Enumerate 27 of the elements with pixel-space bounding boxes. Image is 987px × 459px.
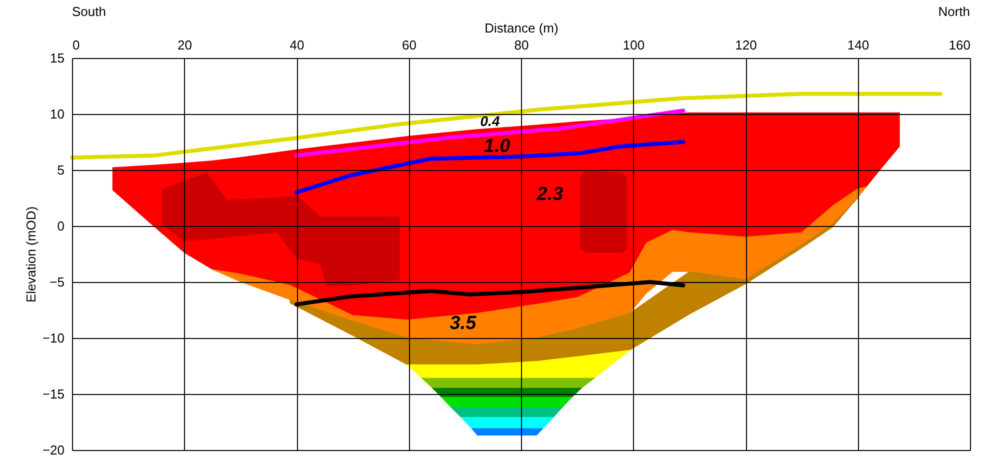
x-tick-label: 20 [178,38,192,52]
x-axis-title: Distance (m) [484,20,558,36]
annotation: 2.3 [536,184,564,205]
x-tick-label: 160 [948,38,970,52]
annotation: 1.0 [484,136,511,157]
y-axis-title: Elevation (mOD) [23,206,38,303]
y-tick-label: 5 [57,162,64,178]
annotation: 3.5 [450,313,477,334]
x-tick-label: 120 [735,38,757,52]
x-tick-label: 100 [622,38,645,52]
line-series [70,92,942,160]
y-tick-label: 0 [57,218,64,234]
y-tick-label: −15 [42,386,64,402]
x-tick-label: 140 [847,38,870,52]
text: South [72,4,106,19]
y-tick-label: −20 [42,442,64,458]
y-tick-label: 10 [50,106,64,122]
y-tick-label: −10 [42,330,64,346]
y-tick-label: −5 [50,274,64,290]
line-series [294,108,686,158]
x-tick-label: 40 [290,38,304,52]
y-tick-label: 15 [50,50,64,66]
x-tick-label: 80 [514,38,529,52]
text: North [938,4,970,19]
x-tick-label: 60 [402,38,416,52]
x-tick-label: 0 [72,38,80,52]
annotation: 0.4 [480,113,500,129]
